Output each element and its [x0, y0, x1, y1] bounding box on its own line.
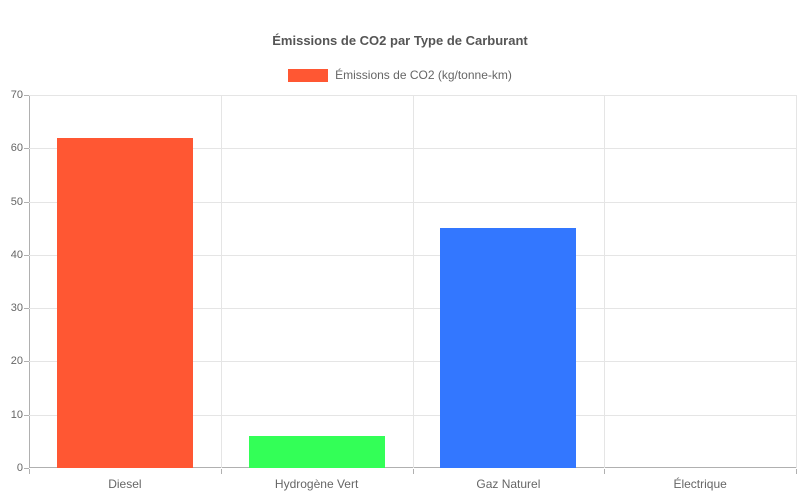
- y-axis-tick-label: 30: [10, 302, 23, 315]
- chart-title: Émissions de CO2 par Type de Carburant: [272, 33, 528, 48]
- y-axis-tick-label: 70: [10, 89, 23, 101]
- legend-label: Émissions de CO2 (kg/tonne-km): [335, 68, 512, 82]
- y-axis-tick: [24, 361, 29, 363]
- x-axis-tick: [412, 469, 414, 474]
- y-axis-tick: [24, 95, 29, 96]
- x-gridline: [412, 95, 414, 468]
- y-axis-tick: [24, 308, 29, 310]
- y-axis-tick: [24, 414, 29, 416]
- bar-diesel[interactable]: [56, 138, 193, 468]
- x-gridline: [604, 95, 606, 468]
- y-axis-tick-label: 60: [10, 142, 23, 155]
- legend-swatch: [288, 68, 329, 82]
- x-gridline: [796, 95, 797, 468]
- y-axis-tick: [24, 148, 29, 150]
- x-axis-category-label: Diesel: [108, 477, 142, 491]
- x-axis-category-label: Électrique: [673, 477, 727, 491]
- x-axis-tick: [29, 469, 30, 474]
- legend-item[interactable]: Émissions de CO2 (kg/tonne-km): [0, 68, 800, 82]
- y-axis-tick-label: 20: [10, 355, 23, 368]
- x-axis-category-label: Hydrogène Vert: [274, 477, 359, 491]
- y-axis-tick: [24, 254, 29, 256]
- bar-gaz-naturel[interactable]: [440, 228, 577, 468]
- x-axis-tick: [220, 469, 222, 474]
- y-axis-tick-label: 10: [10, 408, 23, 421]
- y-axis-tick-label: 0: [16, 462, 23, 474]
- x-axis-tick: [796, 469, 797, 474]
- y-axis-tick: [24, 468, 29, 469]
- x-axis-tick: [604, 469, 606, 474]
- x-gridline: [220, 95, 222, 468]
- bar-hydrog-ne-vert[interactable]: [248, 436, 385, 468]
- x-axis-category-label: Gaz Naturel: [476, 477, 541, 491]
- y-axis-tick-label: 40: [10, 248, 23, 261]
- y-axis-tick: [24, 201, 29, 203]
- y-axis-tick-label: 50: [10, 195, 23, 208]
